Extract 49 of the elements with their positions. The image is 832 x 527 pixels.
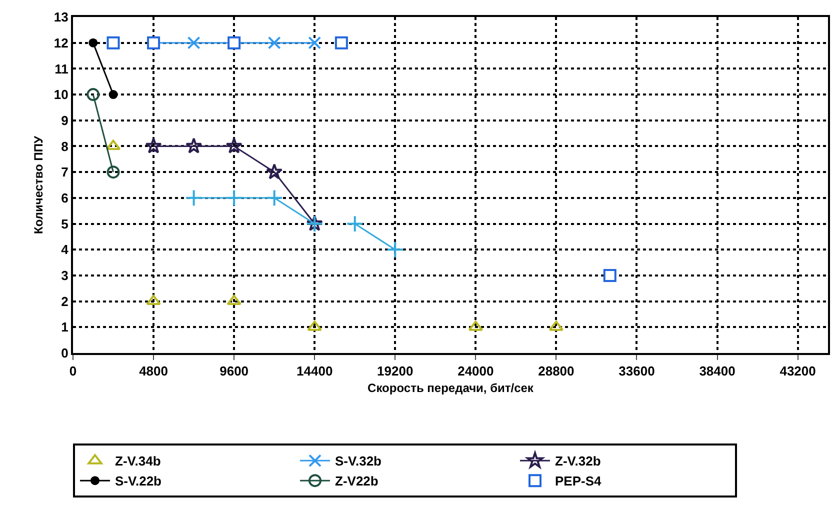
point	[86, 88, 100, 102]
x-tick-label: 24000	[458, 364, 494, 379]
point	[603, 268, 616, 282]
point	[268, 36, 281, 50]
x-tick-label: 38400	[699, 364, 736, 379]
point	[146, 294, 161, 306]
legend-label: Z-V.34b	[115, 454, 161, 469]
point	[187, 36, 200, 50]
x-tick-label: 4800	[139, 364, 168, 379]
point	[308, 36, 322, 50]
y-tick-label: 3	[61, 268, 68, 284]
y-tick-label: 10	[54, 87, 68, 102]
y-tick-label: 1	[61, 320, 68, 335]
y-tick-label: 5	[61, 216, 68, 232]
point	[334, 36, 348, 50]
point	[145, 138, 162, 154]
y-tick-label: 9	[61, 112, 68, 128]
point	[226, 138, 242, 154]
x-tick-label: 9600	[220, 364, 249, 379]
legend-label: S-V.32b	[335, 454, 382, 469]
x-tick-label: 19200	[377, 364, 414, 379]
legend-label: PEP-S4	[555, 474, 602, 489]
y-tick-label: 2	[61, 294, 68, 309]
point	[266, 163, 283, 180]
x-tick-label: 33600	[618, 364, 655, 379]
x-tick-label: 28800	[538, 364, 574, 379]
point	[106, 166, 120, 179]
x-tick-label: 14400	[296, 364, 333, 379]
point	[185, 138, 202, 154]
point	[185, 189, 202, 207]
y-axis-title: Количество ППУ	[32, 135, 46, 234]
y-tick-label: 12	[54, 35, 68, 50]
point	[88, 38, 98, 48]
y-tick-label: 11	[54, 61, 68, 76]
legend-label: S-V.22b	[115, 474, 162, 489]
point	[226, 294, 242, 306]
y-tick-label: 0	[61, 346, 68, 361]
y-tick-label: 13	[54, 10, 68, 25]
x-axis-title: Скорость передачи, бит/сек	[368, 381, 534, 395]
y-tick-label: 7	[61, 164, 68, 180]
legend-label: Z-V.32b	[555, 454, 601, 469]
y-tick-label: 8	[61, 138, 68, 154]
point	[108, 90, 118, 100]
point	[307, 320, 322, 331]
point	[106, 36, 120, 50]
x-tick-label: 43200	[780, 364, 816, 379]
y-tick-label: 6	[61, 190, 68, 206]
y-tick-label: 4	[61, 242, 70, 258]
legend-label: Z-V22b	[335, 474, 378, 489]
